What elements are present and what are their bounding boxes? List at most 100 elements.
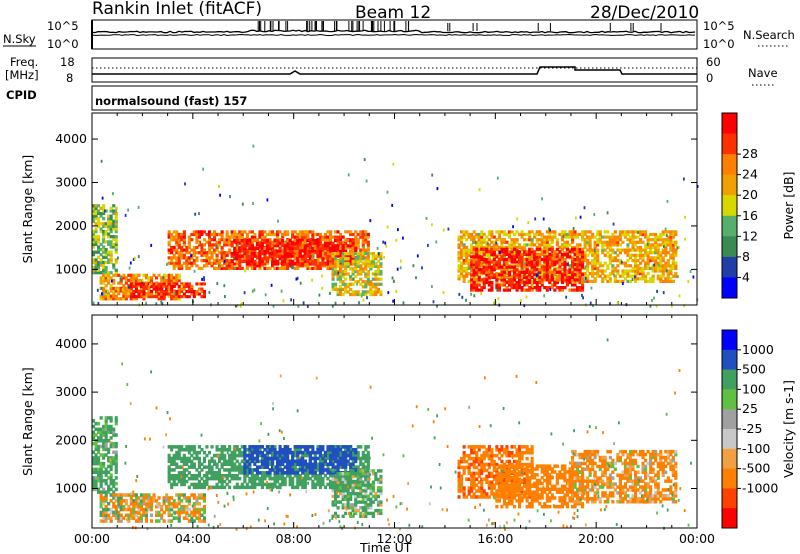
speckle-cell (395, 290, 398, 293)
data-cell (485, 250, 489, 254)
data-cell (134, 297, 138, 301)
data-cell (119, 513, 123, 517)
data-cell (465, 256, 469, 260)
data-cell (114, 230, 118, 234)
data-cell (220, 445, 224, 449)
speckle-cell (117, 288, 119, 292)
data-cell (583, 240, 587, 244)
data-cell (500, 283, 504, 287)
data-cell (177, 232, 181, 237)
data-cell (240, 485, 244, 490)
data-cell (142, 499, 146, 503)
data-cell (515, 275, 519, 279)
data-cell (502, 247, 506, 251)
data-cell (109, 487, 113, 492)
speckle-cell (512, 225, 514, 229)
data-cell (646, 272, 650, 276)
data-cell (656, 245, 660, 250)
speckle-cell (264, 293, 267, 297)
speckle-cell (656, 289, 658, 293)
data-cell (465, 238, 469, 242)
data-cell (298, 479, 302, 484)
data-cell (513, 275, 517, 279)
data-cell (94, 237, 98, 241)
data-cell (200, 266, 204, 270)
data-cell (281, 266, 285, 270)
data-cell (369, 292, 373, 297)
data-cell (265, 246, 269, 250)
data-cell (92, 481, 96, 486)
data-cell (586, 274, 590, 278)
data-cell (654, 264, 658, 268)
data-cell (510, 257, 514, 262)
data-cell (225, 482, 229, 487)
data-cell (308, 252, 312, 256)
data-cell (223, 485, 227, 490)
data-cell (354, 235, 358, 239)
speckle-cell (101, 292, 103, 296)
speckle-cell (386, 225, 389, 229)
data-cell (485, 257, 489, 262)
data-cell (374, 277, 378, 281)
data-cell (470, 260, 474, 264)
data-cell (137, 499, 141, 503)
data-cell (346, 245, 350, 250)
data-cell (613, 279, 617, 283)
data-cell (331, 287, 335, 291)
data-cell (187, 238, 191, 242)
data-cell (228, 251, 232, 255)
data-cell (250, 246, 254, 250)
speckle-cell (584, 265, 587, 269)
data-cell (223, 445, 227, 449)
data-cell (253, 254, 257, 258)
data-cell (523, 280, 527, 285)
speckle-cell (384, 241, 387, 245)
data-cell (361, 235, 365, 239)
data-cell (326, 262, 330, 266)
data-cell (533, 273, 537, 277)
data-cell (528, 252, 532, 256)
data-cell (477, 245, 481, 250)
speckle-cell (499, 251, 501, 255)
data-cell (553, 277, 557, 281)
data-cell (250, 471, 254, 475)
data-cell (591, 264, 595, 268)
data-cell (618, 235, 622, 239)
data-cell (349, 275, 353, 279)
data-cell (165, 281, 169, 285)
data-cell (513, 257, 517, 262)
data-cell (197, 519, 201, 523)
data-cell (606, 245, 610, 250)
data-cell (369, 282, 373, 286)
data-cell (321, 453, 325, 458)
data-cell (97, 467, 101, 472)
data-cell (528, 257, 532, 262)
data-cell (621, 240, 625, 244)
data-cell (296, 235, 300, 239)
data-cell (344, 277, 348, 281)
data-cell (172, 504, 176, 509)
data-cell (215, 232, 219, 237)
data-cell (472, 251, 476, 255)
data-cell (669, 248, 673, 252)
data-cell (485, 245, 489, 250)
data-cell (634, 279, 638, 283)
data-cell (192, 245, 196, 250)
data-cell (588, 251, 592, 255)
speckle-cell (442, 291, 445, 294)
data-cell (182, 462, 186, 466)
data-cell (359, 282, 363, 286)
data-cell (646, 253, 650, 257)
data-cell (230, 266, 234, 270)
data-cell (104, 276, 108, 280)
data-cell (144, 294, 148, 298)
data-cell (258, 257, 262, 261)
data-cell (97, 490, 101, 494)
data-cell (492, 250, 496, 254)
data-cell (565, 280, 569, 285)
data-cell (596, 269, 600, 273)
data-cell (286, 239, 290, 243)
data-cell (465, 232, 469, 237)
data-cell (150, 496, 154, 500)
speckle-cell (137, 255, 140, 259)
